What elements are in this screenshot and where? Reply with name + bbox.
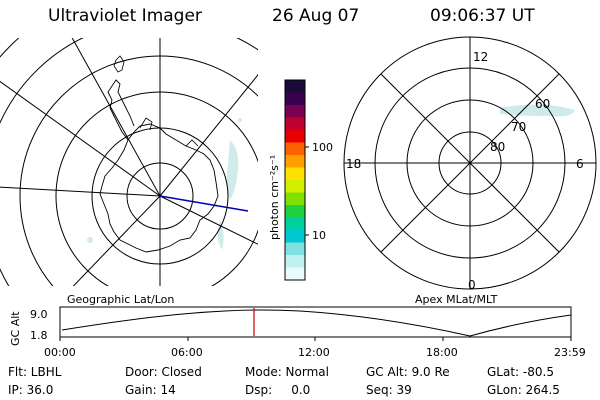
color-bar-segment <box>285 230 305 243</box>
mlat-label-60: 60 <box>535 97 550 111</box>
mlt-label-12: 12 <box>473 50 488 64</box>
color-bar-frame <box>284 79 306 281</box>
colorbar-tick-100: 100 <box>312 141 333 154</box>
altitude-ylabel: GC Alt <box>9 311 22 346</box>
color-bar-segment <box>285 142 305 156</box>
color-bar-segment <box>285 267 305 281</box>
altitude-xtick: 12:00 <box>298 346 330 359</box>
mlt-label-0: 0 <box>468 278 476 292</box>
color-bar-segment <box>285 92 305 106</box>
color-bar-segment <box>285 167 305 181</box>
header-time: 09:06:37 UT <box>430 6 535 26</box>
mlat-circles <box>343 36 597 290</box>
colorbar-tick-10: 10 <box>312 229 326 242</box>
geographic-map-panel <box>0 38 258 286</box>
color-bar-segment <box>285 117 305 131</box>
color-bar-segment <box>285 205 305 218</box>
status-dsp: Dsp: 0.0 <box>245 383 311 397</box>
colorbar-unit-label: photon cm⁻²s⁻¹ <box>268 155 281 240</box>
altitude-xtick: 18:00 <box>426 346 458 359</box>
altitude-ytick-min: 1.8 <box>30 329 48 342</box>
status-mode: Mode: Normal <box>245 365 329 379</box>
color-bar-segment <box>285 130 305 143</box>
altitude-xtick: 23:59 <box>554 346 586 359</box>
header-date: 26 Aug 07 <box>272 6 360 26</box>
color-bar-segment <box>285 80 305 93</box>
altitude-plot-frame <box>59 306 572 338</box>
altitude-curve <box>61 309 572 337</box>
status-gc-alt: GC Alt: 9.0 Re <box>366 365 450 379</box>
altitude-plot <box>59 306 572 341</box>
app-title: Ultraviolet Imager <box>48 6 202 26</box>
altitude-xtick: 06:00 <box>171 346 203 359</box>
magnetic-polar-panel: 12 18 6 0 60 70 80 <box>343 36 597 292</box>
color-bar-segment <box>285 180 305 193</box>
color-bar-segment <box>285 217 305 231</box>
satellite-track <box>159 195 249 212</box>
coast-detail <box>139 117 199 147</box>
longitude-lines <box>0 38 258 286</box>
left-panel-caption: Geographic Lat/Lon <box>67 293 174 306</box>
right-panel-caption: Apex MLat/MLT <box>415 293 498 306</box>
status-gain: Gain: 14 <box>125 383 176 397</box>
status-seq: Seq: 39 <box>366 383 412 397</box>
altitude-ytick-max: 9.0 <box>30 308 48 321</box>
color-bar-segment <box>285 155 305 168</box>
color-bar-segment <box>285 105 305 118</box>
color-bar-segment <box>285 192 305 206</box>
status-door: Door: Closed <box>125 365 202 379</box>
color-bar <box>285 80 305 281</box>
status-filter: Flt: LBHL <box>8 365 62 379</box>
island-outline <box>113 55 125 73</box>
aurora-emission-right <box>500 104 575 117</box>
mlat-label-80: 80 <box>490 140 505 154</box>
mlt-line-diag-2 <box>380 73 560 253</box>
status-glat: GLat: -80.5 <box>487 365 554 379</box>
color-bar-ticks <box>305 146 309 236</box>
mlt-label-6: 6 <box>576 157 584 171</box>
altitude-xtick: 00:00 <box>44 346 76 359</box>
peninsula <box>107 79 135 141</box>
mlt-label-18: 18 <box>346 157 361 171</box>
status-ip: IP: 36.0 <box>8 383 54 397</box>
status-glon: GLon: 264.5 <box>487 383 560 397</box>
color-bar-segment <box>285 242 305 256</box>
color-bar-segment <box>285 255 305 268</box>
aurora-emission <box>87 118 242 250</box>
mlat-label-70: 70 <box>511 120 526 134</box>
